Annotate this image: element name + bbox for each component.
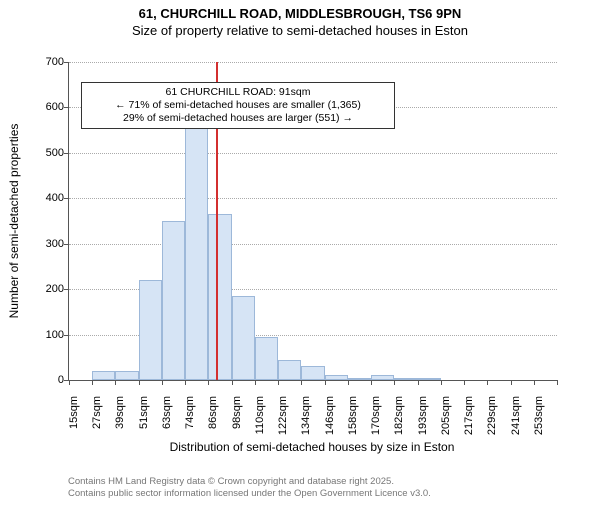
title-line-2: Size of property relative to semi-detach…	[0, 23, 600, 38]
xtick-mark	[394, 380, 395, 385]
title-group: 61, CHURCHILL ROAD, MIDDLESBROUGH, TS6 9…	[0, 6, 600, 38]
xtick-mark	[115, 380, 116, 385]
histogram-bar	[208, 214, 231, 380]
histogram-bar	[92, 371, 115, 380]
xtick-mark	[511, 380, 512, 385]
xtick-mark	[162, 380, 163, 385]
ytick-label: 300	[4, 238, 64, 250]
xtick-label: 253sqm	[533, 396, 545, 442]
xtick-label: 134sqm	[300, 396, 312, 442]
gridline	[69, 62, 557, 63]
xtick-label: 146sqm	[324, 396, 336, 442]
xtick-label: 63sqm	[161, 396, 173, 442]
xtick-mark	[464, 380, 465, 385]
gridline	[69, 153, 557, 154]
xtick-label: 74sqm	[184, 396, 196, 442]
histogram-bar	[371, 375, 394, 380]
histogram-bar	[394, 378, 417, 380]
chart: Number of semi-detached properties Distr…	[0, 52, 600, 438]
footer-line-1: Contains HM Land Registry data © Crown c…	[68, 476, 431, 488]
plot-area: 61 CHURCHILL ROAD: 91sqm ← 71% of semi-d…	[68, 62, 557, 381]
footer-line-2: Contains public sector information licen…	[68, 488, 431, 500]
histogram-bar	[139, 280, 162, 380]
histogram-bar	[115, 371, 138, 380]
annotation-highlight: 61 CHURCHILL ROAD: 91sqm	[88, 86, 388, 99]
xtick-label: 39sqm	[114, 396, 126, 442]
annotation-smaller: ← 71% of semi-detached houses are smalle…	[88, 99, 388, 112]
xtick-label: 98sqm	[231, 396, 243, 442]
xtick-label: 51sqm	[138, 396, 150, 442]
x-axis-label: Distribution of semi-detached houses by …	[170, 440, 455, 454]
ytick-mark	[64, 62, 69, 63]
xtick-mark	[487, 380, 488, 385]
ytick-mark	[64, 198, 69, 199]
xtick-label: 193sqm	[417, 396, 429, 442]
ytick-label: 700	[4, 56, 64, 68]
xtick-mark	[139, 380, 140, 385]
ytick-label: 0	[4, 374, 64, 386]
ytick-mark	[64, 244, 69, 245]
xtick-label: 122sqm	[277, 396, 289, 442]
xtick-mark	[441, 380, 442, 385]
xtick-mark	[557, 380, 558, 385]
ytick-mark	[64, 335, 69, 336]
histogram-bar	[325, 375, 348, 380]
ytick-mark	[64, 107, 69, 108]
ytick-label: 200	[4, 283, 64, 295]
xtick-mark	[278, 380, 279, 385]
xtick-mark	[348, 380, 349, 385]
xtick-label: 27sqm	[91, 396, 103, 442]
histogram-bar	[255, 337, 278, 380]
xtick-mark	[69, 380, 70, 385]
xtick-mark	[534, 380, 535, 385]
gridline	[69, 198, 557, 199]
xtick-label: 217sqm	[463, 396, 475, 442]
xtick-label: 170sqm	[370, 396, 382, 442]
histogram-bar	[301, 366, 324, 380]
xtick-mark	[301, 380, 302, 385]
annotation-box: 61 CHURCHILL ROAD: 91sqm ← 71% of semi-d…	[81, 82, 395, 129]
histogram-bar	[232, 296, 255, 380]
xtick-mark	[92, 380, 93, 385]
xtick-mark	[418, 380, 419, 385]
histogram-bar	[185, 117, 208, 380]
xtick-label: 182sqm	[393, 396, 405, 442]
xtick-label: 229sqm	[486, 396, 498, 442]
histogram-bar	[348, 378, 371, 380]
xtick-label: 241sqm	[510, 396, 522, 442]
annotation-larger: 29% of semi-detached houses are larger (…	[88, 112, 388, 125]
xtick-label: 158sqm	[347, 396, 359, 442]
xtick-label: 205sqm	[440, 396, 452, 442]
xtick-mark	[371, 380, 372, 385]
ytick-label: 600	[4, 101, 64, 113]
ytick-label: 500	[4, 147, 64, 159]
title-line-1: 61, CHURCHILL ROAD, MIDDLESBROUGH, TS6 9…	[0, 6, 600, 21]
xtick-mark	[255, 380, 256, 385]
xtick-label: 110sqm	[254, 396, 266, 442]
ytick-mark	[64, 153, 69, 154]
histogram-bar	[278, 360, 301, 380]
footer-attribution: Contains HM Land Registry data © Crown c…	[68, 476, 431, 500]
histogram-bar	[162, 221, 185, 380]
xtick-label: 15sqm	[68, 396, 80, 442]
histogram-bar	[418, 378, 441, 380]
ytick-label: 400	[4, 192, 64, 204]
xtick-mark	[325, 380, 326, 385]
ytick-label: 100	[4, 329, 64, 341]
xtick-mark	[208, 380, 209, 385]
xtick-label: 86sqm	[207, 396, 219, 442]
xtick-mark	[232, 380, 233, 385]
xtick-mark	[185, 380, 186, 385]
ytick-mark	[64, 289, 69, 290]
gridline	[69, 244, 557, 245]
